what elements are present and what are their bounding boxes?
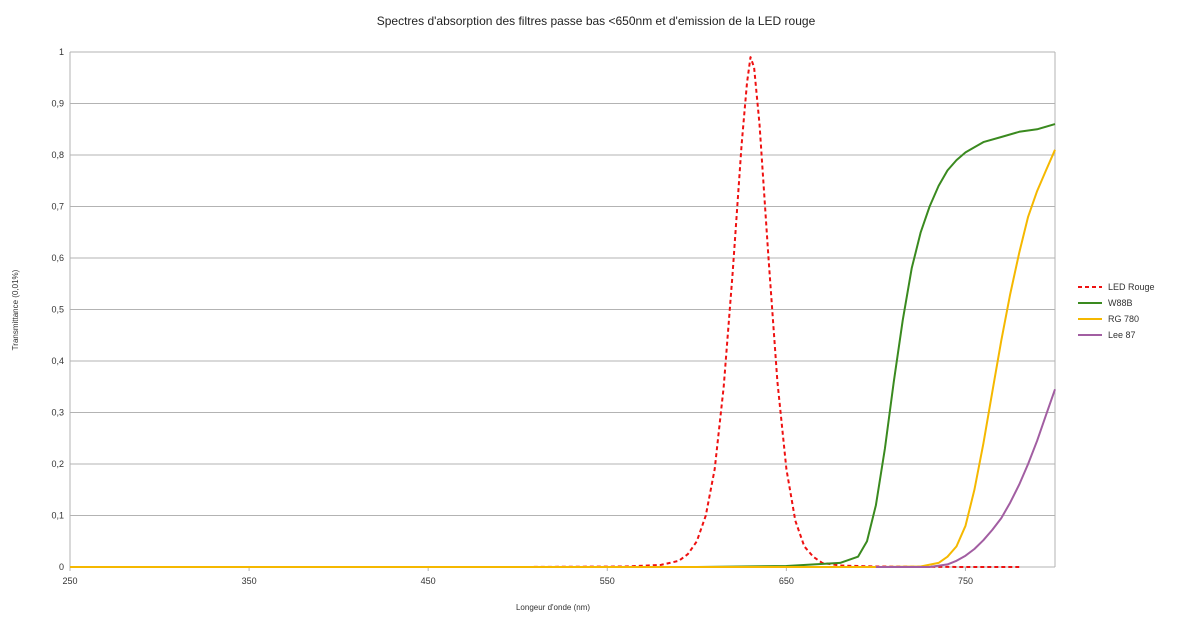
x-tick-label: 250 [62, 576, 77, 586]
y-axis-label: Transmittance (0,01%) [11, 269, 20, 350]
chart-title: Spectres d'absorption des filtres passe … [377, 14, 816, 28]
series-line-2 [70, 150, 1055, 567]
y-tick-label: 0,4 [51, 356, 64, 366]
x-tick-label: 550 [600, 576, 615, 586]
axes: 0 0,1 0,2 0,3 0,4 0,5 0,6 0,7 0,8 0,9 1 250 350 450 55… [51, 47, 1055, 586]
x-tick-label: 650 [779, 576, 794, 586]
series-line-3 [876, 389, 1055, 567]
legend-label: Lee 87 [1108, 330, 1136, 340]
y-tick-label: 0,6 [51, 253, 64, 263]
y-tick-label: 0,3 [51, 408, 64, 418]
x-axis-label: Longeur d'onde (nm) [516, 603, 590, 612]
x-tick-label: 350 [242, 576, 257, 586]
x-tick-label: 450 [421, 576, 436, 586]
gridlines [70, 52, 1055, 567]
y-tick-label: 0,9 [51, 99, 64, 109]
y-tick-label: 1 [59, 47, 64, 57]
series-layer [70, 57, 1055, 567]
legend-label: W88B [1108, 298, 1133, 308]
legend-label: RG 780 [1108, 314, 1139, 324]
x-tick-label: 750 [958, 576, 973, 586]
series-line-0 [303, 57, 1019, 567]
y-tick-label: 0,5 [51, 305, 64, 315]
y-tick-label: 0,7 [51, 202, 64, 212]
y-tick-label: 0,8 [51, 150, 64, 160]
series-line-1 [70, 124, 1055, 567]
y-tick-label: 0 [59, 562, 64, 572]
y-tick-label: 0,1 [51, 511, 64, 521]
legend-label: LED Rouge [1108, 282, 1155, 292]
legend: LED Rouge W88B RG 780 Lee 87 [1078, 282, 1155, 340]
y-tick-label: 0,2 [51, 459, 64, 469]
